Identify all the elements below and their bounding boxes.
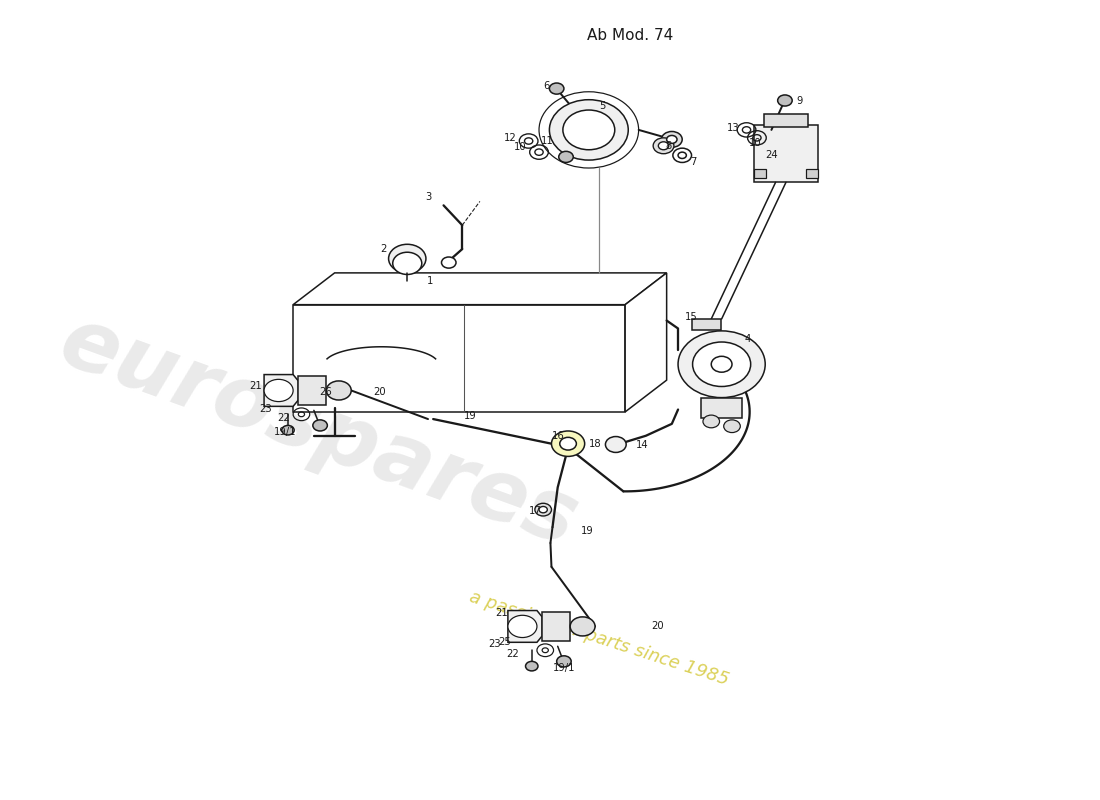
Text: 20: 20 bbox=[373, 387, 386, 397]
Polygon shape bbox=[293, 273, 667, 305]
Text: 10: 10 bbox=[514, 142, 527, 152]
Circle shape bbox=[712, 356, 732, 372]
Circle shape bbox=[539, 506, 548, 513]
Text: 5: 5 bbox=[600, 101, 606, 111]
Circle shape bbox=[653, 138, 674, 154]
Bar bbox=[764, 114, 807, 126]
Text: 23: 23 bbox=[488, 639, 501, 649]
Circle shape bbox=[563, 110, 615, 150]
Text: 6: 6 bbox=[543, 81, 549, 91]
Circle shape bbox=[667, 135, 676, 143]
Text: 26: 26 bbox=[319, 387, 332, 397]
Text: 24: 24 bbox=[766, 150, 778, 160]
Text: 3: 3 bbox=[425, 193, 431, 202]
Polygon shape bbox=[508, 610, 542, 642]
Circle shape bbox=[658, 142, 669, 150]
Polygon shape bbox=[542, 612, 570, 641]
Circle shape bbox=[282, 426, 294, 435]
Text: 19/1: 19/1 bbox=[552, 662, 575, 673]
Text: 19/1: 19/1 bbox=[274, 426, 296, 437]
Circle shape bbox=[388, 244, 426, 273]
Text: 22: 22 bbox=[277, 414, 290, 423]
Circle shape bbox=[678, 331, 766, 398]
Circle shape bbox=[570, 617, 595, 636]
Bar bbox=[754, 169, 767, 178]
Text: 12: 12 bbox=[504, 133, 516, 143]
Text: 11: 11 bbox=[541, 136, 553, 146]
Text: 7: 7 bbox=[691, 157, 697, 166]
Polygon shape bbox=[264, 374, 298, 406]
Circle shape bbox=[327, 381, 351, 400]
Text: 16: 16 bbox=[551, 430, 564, 441]
Circle shape bbox=[264, 379, 293, 402]
Text: 21: 21 bbox=[250, 381, 262, 390]
Text: 19: 19 bbox=[464, 411, 477, 421]
Bar bbox=[701, 398, 743, 418]
Circle shape bbox=[549, 100, 628, 160]
Polygon shape bbox=[298, 376, 327, 405]
Text: 19: 19 bbox=[581, 526, 593, 536]
Circle shape bbox=[549, 83, 564, 94]
Bar bbox=[805, 169, 818, 178]
Text: 9: 9 bbox=[796, 96, 803, 106]
Text: 8: 8 bbox=[666, 141, 672, 150]
Circle shape bbox=[535, 503, 551, 516]
Text: 22: 22 bbox=[507, 650, 519, 659]
Text: 21: 21 bbox=[495, 608, 508, 618]
Polygon shape bbox=[625, 273, 667, 412]
Circle shape bbox=[312, 420, 328, 431]
Text: 2: 2 bbox=[381, 244, 386, 254]
Circle shape bbox=[661, 131, 682, 147]
Text: Ab Mod. 74: Ab Mod. 74 bbox=[587, 28, 673, 43]
Circle shape bbox=[551, 431, 585, 457]
Circle shape bbox=[441, 257, 456, 268]
Text: 15: 15 bbox=[685, 311, 698, 322]
Bar bbox=[754, 125, 818, 182]
Circle shape bbox=[559, 151, 573, 162]
Text: 10: 10 bbox=[748, 138, 761, 148]
Text: 20: 20 bbox=[651, 622, 663, 631]
Bar bbox=[692, 319, 720, 330]
Circle shape bbox=[526, 662, 538, 671]
Circle shape bbox=[605, 437, 626, 453]
Circle shape bbox=[693, 342, 750, 386]
Text: 25: 25 bbox=[498, 637, 512, 646]
Text: eurospares: eurospares bbox=[50, 300, 590, 564]
Text: 18: 18 bbox=[588, 438, 602, 449]
Text: 14: 14 bbox=[636, 440, 648, 450]
Text: 23: 23 bbox=[260, 404, 273, 414]
Text: a passion for parts since 1985: a passion for parts since 1985 bbox=[468, 588, 732, 689]
Text: 1: 1 bbox=[427, 276, 433, 286]
Circle shape bbox=[724, 420, 740, 433]
Text: 13: 13 bbox=[727, 122, 739, 133]
Circle shape bbox=[560, 438, 576, 450]
Text: 4: 4 bbox=[745, 334, 750, 344]
Text: 17: 17 bbox=[529, 506, 541, 516]
Polygon shape bbox=[293, 305, 625, 412]
Circle shape bbox=[557, 656, 571, 667]
Circle shape bbox=[393, 252, 421, 274]
Circle shape bbox=[778, 95, 792, 106]
Circle shape bbox=[508, 615, 537, 638]
Circle shape bbox=[703, 415, 719, 428]
